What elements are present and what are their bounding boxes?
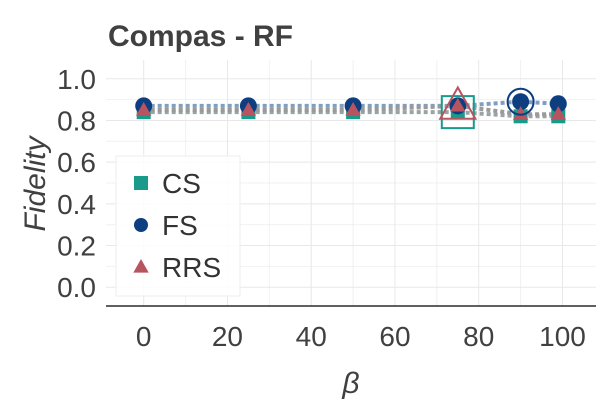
legend-marker-rrs bbox=[133, 258, 149, 273]
highlight-marker-fs bbox=[506, 87, 535, 116]
x-tick-label: 60 bbox=[379, 321, 410, 352]
x-tick-label: 0 bbox=[136, 321, 152, 352]
y-axis-label: Fidelity bbox=[19, 134, 52, 231]
legend-label-cs: CS bbox=[162, 168, 201, 199]
legend-marker-cs bbox=[134, 176, 148, 190]
legend-label-rrs: RRS bbox=[162, 252, 221, 283]
x-tick-labels: 0 20 40 60 80 100 bbox=[136, 321, 586, 352]
data-point-rrs bbox=[240, 101, 257, 116]
x-tick-label: 100 bbox=[539, 321, 586, 352]
legend: CS FS RRS bbox=[115, 155, 241, 297]
x-tick-label: 20 bbox=[212, 321, 243, 352]
data-point-fs bbox=[512, 93, 530, 111]
x-tick-label: 40 bbox=[296, 321, 327, 352]
series-markers bbox=[135, 93, 567, 124]
data-point-fs bbox=[549, 95, 567, 113]
data-point-rrs bbox=[550, 106, 567, 120]
x-tick-label: 80 bbox=[463, 321, 494, 352]
series-line-rrs bbox=[143, 103, 559, 117]
series-line-cs bbox=[143, 110, 559, 119]
y-tick-label: 0.8 bbox=[57, 105, 96, 136]
highlight-markers bbox=[438, 85, 535, 130]
y-tick-labels: 0.0 0.2 0.4 0.6 0.8 1.0 bbox=[57, 64, 96, 303]
legend-marker-fs bbox=[134, 218, 148, 232]
y-tick-label: 1.0 bbox=[57, 64, 96, 95]
legend-label-fs: FS bbox=[162, 210, 198, 241]
y-tick-label: 0.0 bbox=[57, 272, 96, 303]
series-lines bbox=[143, 99, 559, 119]
x-axis-label: β bbox=[341, 367, 359, 400]
data-point-rrs bbox=[512, 106, 529, 120]
data-point-rrs bbox=[450, 97, 466, 112]
data-point-rrs bbox=[135, 101, 152, 116]
data-point-rrs bbox=[345, 101, 361, 116]
highlight-marker-cs bbox=[440, 95, 475, 130]
y-tick-label: 0.6 bbox=[57, 147, 96, 178]
chart-title: Compas - RF bbox=[108, 20, 293, 53]
y-tick-label: 0.4 bbox=[57, 189, 96, 220]
y-tick-label: 0.2 bbox=[57, 231, 96, 262]
highlight-marker-rrs bbox=[438, 85, 478, 120]
series-line-fs bbox=[143, 99, 559, 108]
